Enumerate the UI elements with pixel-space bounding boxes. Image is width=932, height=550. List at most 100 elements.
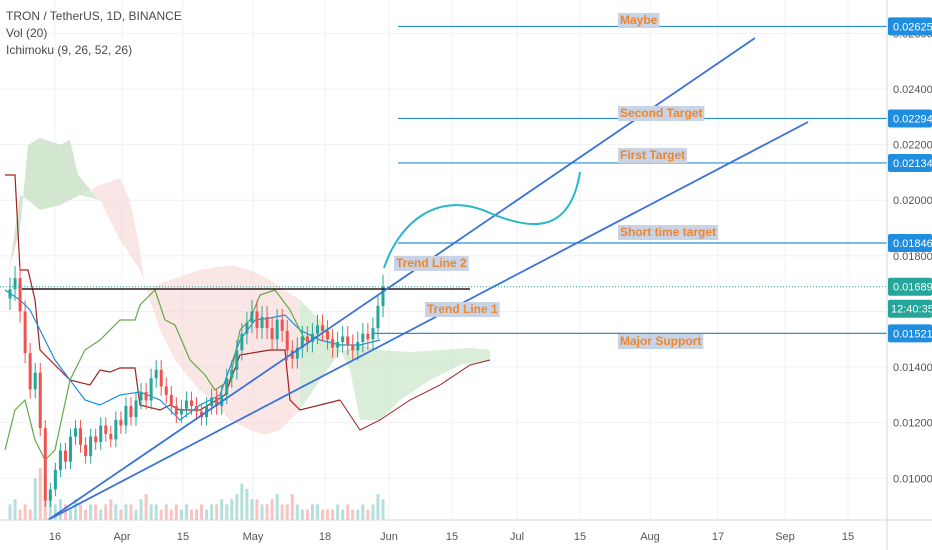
candle-body [94, 436, 98, 443]
volume-bar [89, 504, 93, 520]
volume-bar [250, 499, 254, 520]
volume-bar [109, 499, 113, 520]
volume-bar [346, 504, 350, 520]
candle-body [220, 394, 224, 406]
volume-bar [376, 494, 380, 520]
time-tick-label: 15 [574, 531, 586, 543]
volume-bar [280, 504, 284, 520]
annotation-bg [618, 106, 705, 121]
candle-body [53, 469, 57, 490]
volume-bar [295, 504, 299, 520]
volume-bar [169, 509, 173, 520]
volume-bar [79, 504, 83, 520]
volume-bar [134, 509, 138, 520]
volume-bar [129, 504, 133, 520]
volume-bar [210, 504, 214, 520]
volume-bar [326, 509, 330, 520]
volume-indicator-label[interactable]: Vol (20) [6, 26, 48, 40]
candle-body [336, 342, 340, 348]
annotation-bg [394, 256, 469, 271]
candle-body [346, 336, 350, 345]
annotation-bg [618, 148, 688, 163]
candle-body [79, 428, 83, 445]
annotation-bg [618, 13, 660, 28]
candle-body [341, 336, 345, 343]
volume-bar [300, 509, 304, 520]
candle-body [250, 311, 254, 323]
volume-bar [351, 509, 355, 520]
candle-body [159, 369, 163, 387]
volume-bar [315, 504, 319, 520]
volume-bar [38, 468, 42, 520]
volume-bar [290, 494, 294, 520]
candle-body [144, 392, 148, 401]
volume-bar [361, 504, 365, 520]
volume-bar [139, 499, 143, 520]
candle-body [104, 425, 108, 434]
candle-body [265, 317, 269, 329]
candle-body [270, 328, 274, 340]
chart-legend: TRON / TetherUS, 1D, BINANCE Vol (20) Ic… [6, 8, 182, 59]
price-axis[interactable]: 0.010000.012000.014000.016000.018000.020… [886, 0, 932, 550]
candle-body [119, 419, 123, 426]
candle-body [114, 419, 118, 440]
level-price-badge-bg [888, 17, 932, 36]
candle-body [275, 319, 279, 340]
volume-bar [68, 509, 72, 520]
volume-bar [321, 509, 325, 520]
annotation-bg [425, 302, 500, 317]
time-tick-label: 17 [712, 531, 724, 543]
volume-bar [33, 478, 37, 520]
level-price-badge: 0.02134 [893, 158, 932, 170]
annotation-label: Major Support [620, 334, 701, 348]
projection-curve [383, 171, 581, 269]
time-tick-label: 15 [446, 531, 458, 543]
volume-bar [114, 504, 118, 520]
price-tick-label: 0.02200 [893, 140, 932, 152]
time-axis[interactable]: 16 Apr 15 May 18 Jun 15 Jul 15 Aug 17 Sep 15 [0, 519, 932, 543]
candle-body [169, 394, 173, 406]
ichimoku-indicator-label[interactable]: Ichimoku (9, 26, 52, 26) [6, 43, 133, 57]
volume-bar [58, 499, 62, 520]
volume-bar [310, 504, 314, 520]
candle-body [43, 428, 47, 501]
countdown-label: 12:40:35 [891, 304, 932, 316]
volume-bar [104, 504, 108, 520]
volume-bar [94, 504, 98, 520]
volume-bar [164, 504, 168, 520]
cloud-bull-area [10, 138, 100, 265]
volume-bar [174, 504, 178, 520]
annotation-label: Trend Line 2 [396, 256, 467, 270]
annotation-bg [618, 334, 704, 349]
candle-body [174, 405, 178, 415]
time-tick-label: Sep [775, 531, 795, 543]
candle-body [154, 369, 158, 379]
time-tick-label: Jun [380, 531, 398, 543]
candle-body [280, 319, 284, 331]
drawings[interactable] [0, 25, 887, 521]
price-tick-label: 0.02000 [893, 195, 932, 207]
candle-body [149, 378, 153, 401]
volume-bar [195, 509, 198, 520]
volume-bar [270, 499, 274, 520]
current-price-badge: 0.01689 [893, 282, 932, 294]
symbol-title[interactable]: TRON / TetherUS, 1D, BINANCE [6, 9, 182, 23]
candle-body [74, 428, 78, 437]
ichimoku-cloud [10, 138, 490, 435]
price-tick-label: 0.02400 [893, 84, 932, 96]
annotation-label: Short time target [620, 225, 716, 239]
candle-body [68, 436, 72, 462]
candle-body [215, 397, 219, 406]
annotation-label: First Target [620, 148, 685, 162]
level-price-badge-bg [888, 153, 932, 172]
kijun-line [5, 174, 341, 411]
volume-bar [215, 504, 219, 520]
candle-body [13, 278, 17, 290]
candle-body [260, 317, 264, 329]
candle-body [38, 372, 42, 429]
volume-bar [265, 504, 269, 520]
volume-bar [154, 504, 158, 520]
candle-body [300, 336, 304, 348]
volume-bar [220, 499, 224, 520]
